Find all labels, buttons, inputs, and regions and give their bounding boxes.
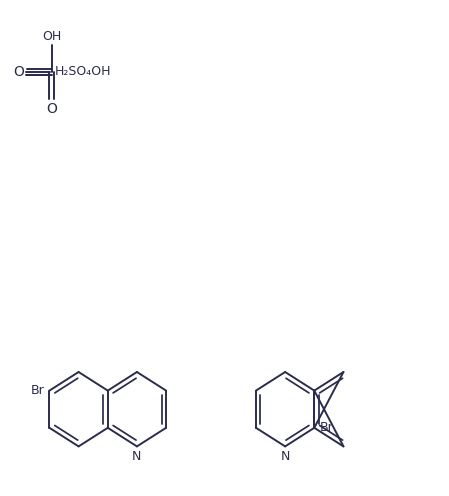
Text: OH: OH: [42, 30, 61, 43]
Text: N: N: [132, 450, 141, 463]
Text: O: O: [46, 102, 57, 116]
Text: Br: Br: [30, 384, 44, 397]
Text: O: O: [13, 65, 24, 79]
Text: H₂SO₄OH: H₂SO₄OH: [55, 65, 112, 78]
Text: Br: Br: [320, 421, 334, 434]
Text: N: N: [281, 450, 290, 463]
